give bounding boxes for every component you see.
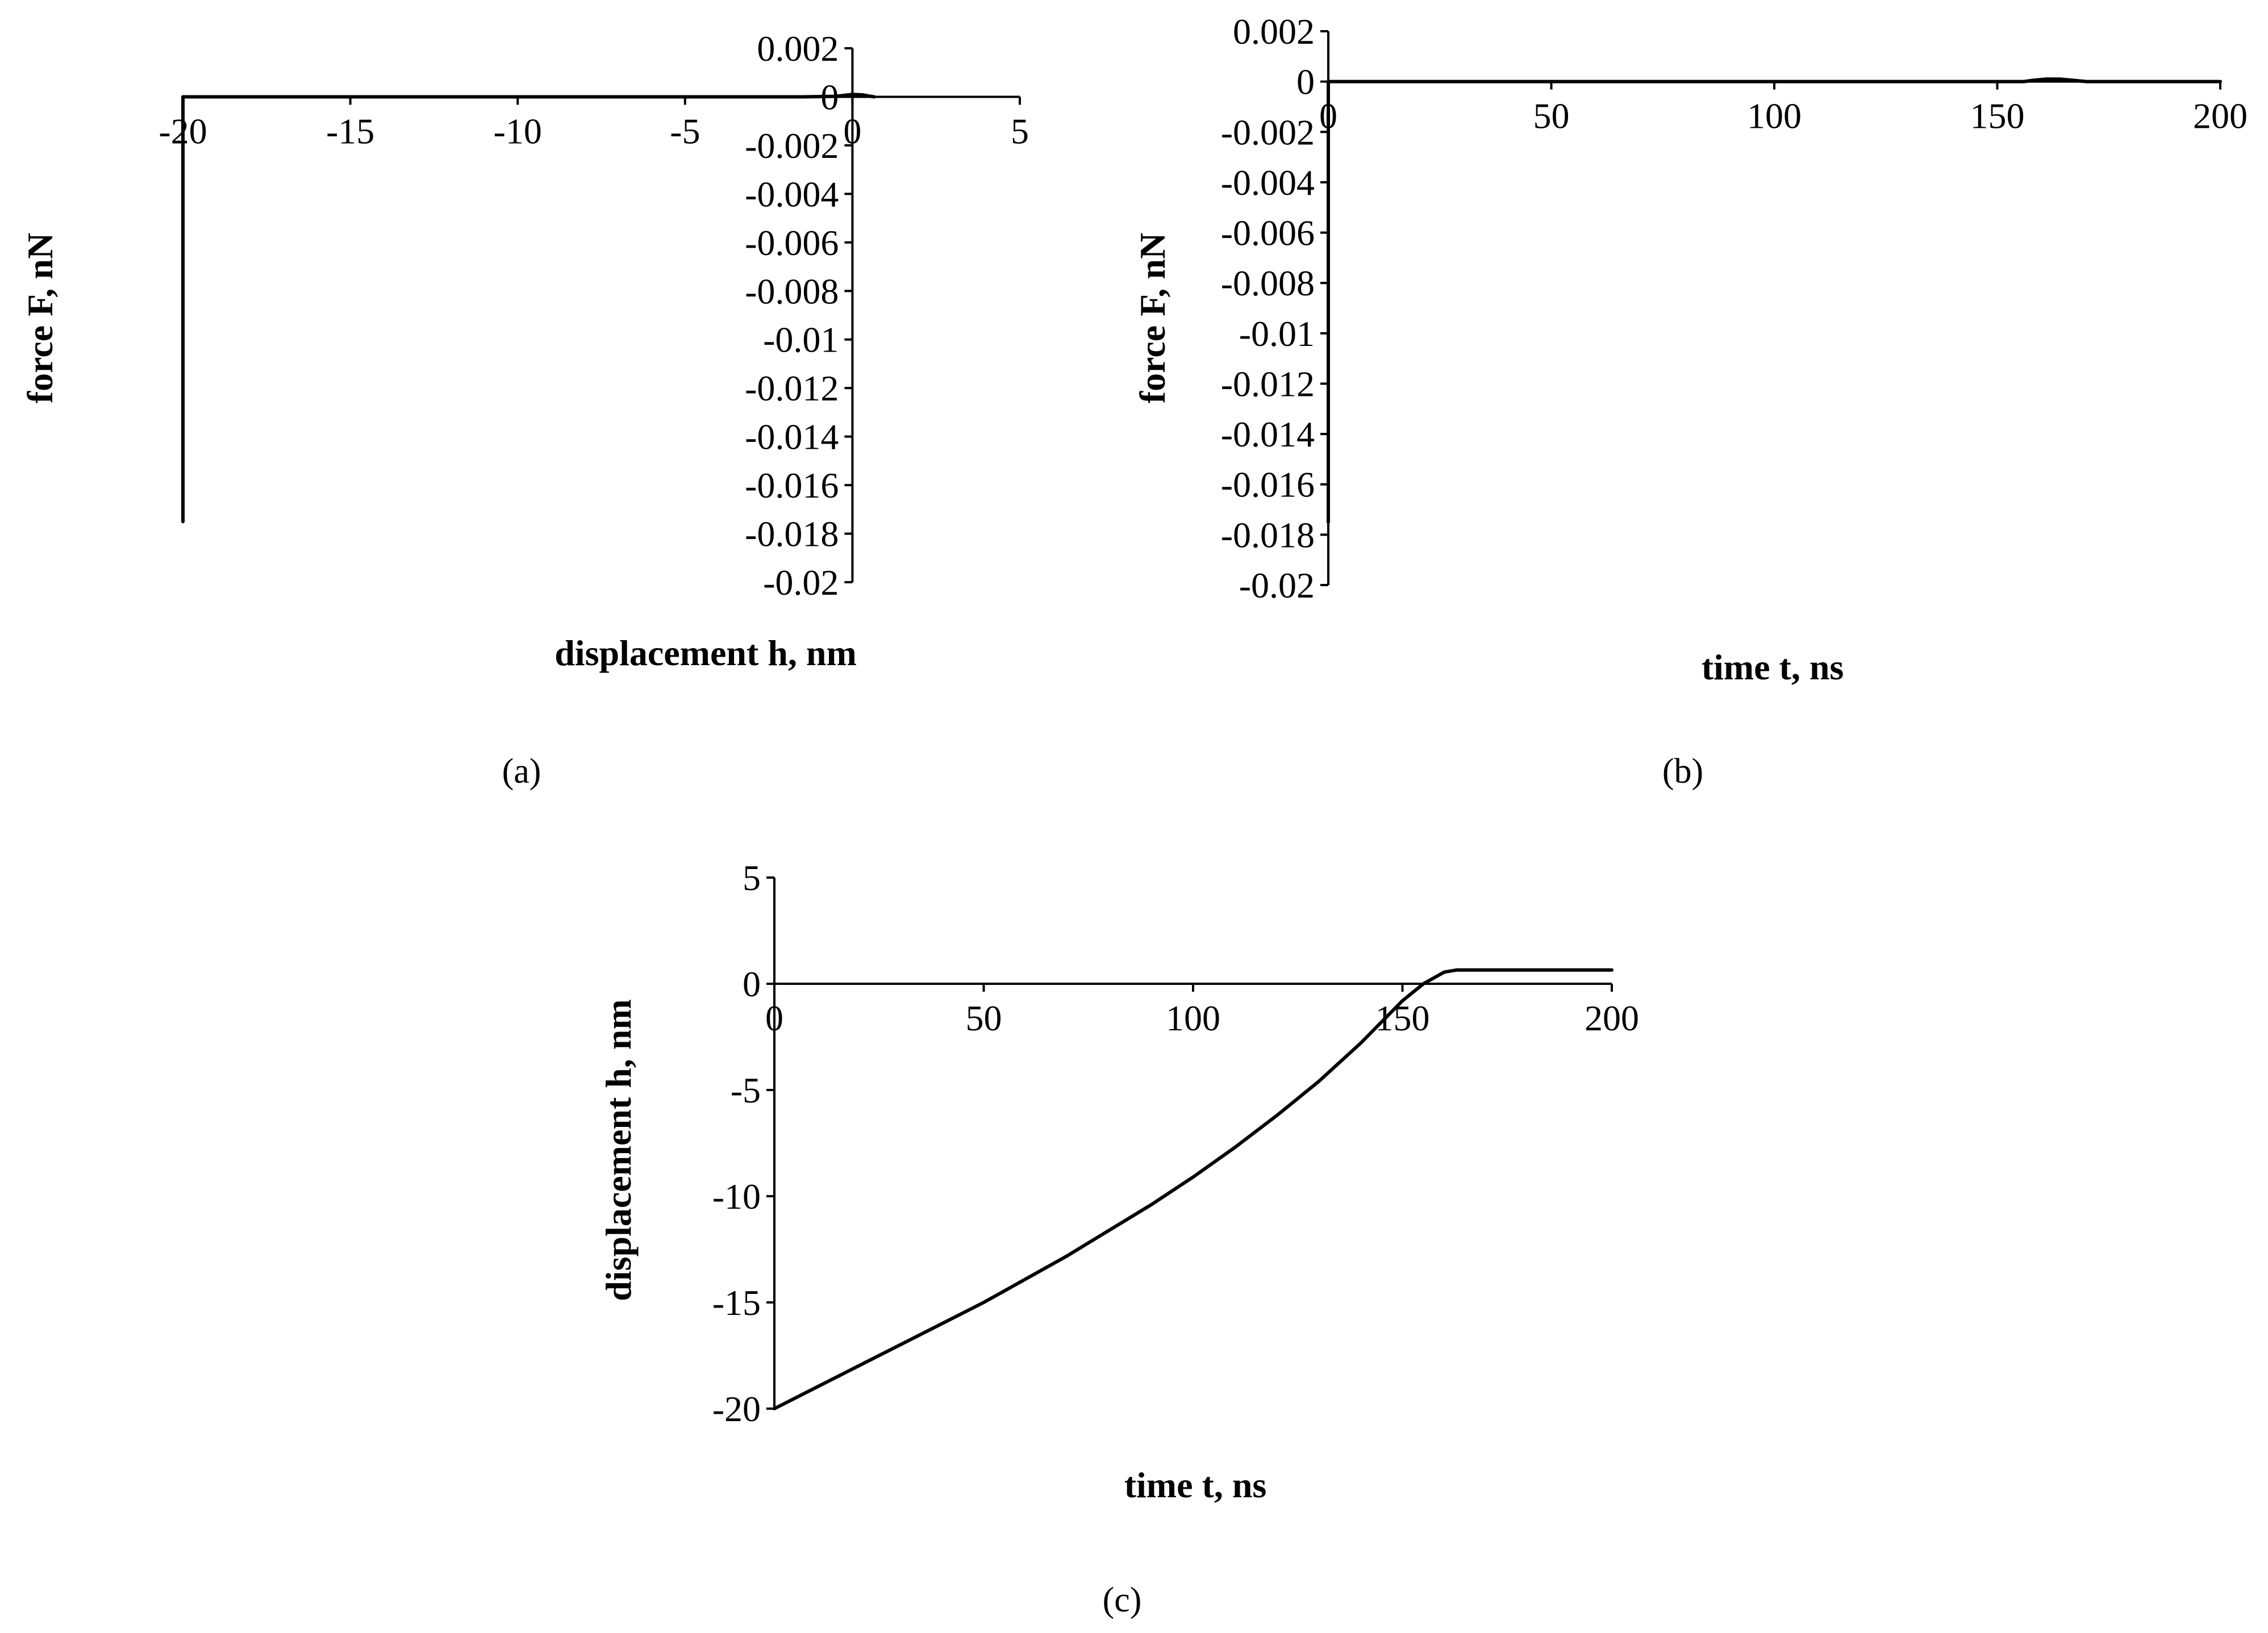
panel-a-x-tick-label: -15	[326, 111, 374, 151]
panel-c-x-tick-label: 100	[1166, 998, 1220, 1038]
panel-a-y-tick-label: -0.002	[745, 126, 839, 166]
panel-c-x-tick-label: 0	[765, 998, 783, 1038]
panel-a-series-line	[181, 93, 876, 524]
panel-a-y-tick-label: -0.008	[745, 271, 839, 311]
panel-b-y-tick-label: -0.004	[1221, 162, 1315, 203]
panel-c-y-axis-title: displacement h, nm	[598, 999, 639, 1301]
panel-a-y-axis-title: force F, nN	[20, 233, 60, 403]
panel-a-chart: -20 -15 -10 -5 0 50.0020-0.002-0.004-0.006-0.…	[20, 28, 1029, 791]
panel-a-x-axis-title: displacement h, nm	[555, 633, 857, 673]
panel-c-y-tick-label: 0	[743, 964, 761, 1004]
panel-b-x-axis-title: time t, ns	[1702, 647, 1844, 687]
panel-a-y-tick-label: -0.014	[745, 417, 839, 457]
panel-b-y-tick-label: -0.002	[1221, 112, 1315, 152]
panel-a-y-tick-label: -0.01	[763, 320, 839, 360]
panel-a-y-tick-label: 0.002	[757, 28, 839, 69]
panel-b-x-tick-label: 150	[1970, 96, 2025, 136]
panel-c-x-axis-title: time t, ns	[1124, 1465, 1267, 1505]
panel-b-y-tick-label: -0.006	[1221, 213, 1315, 253]
panel-c-series-line	[773, 968, 1614, 1410]
panel-a-x-tick-label: -10	[494, 111, 542, 151]
panel-a-label: (a)	[502, 752, 541, 791]
panel-c-y-tick-label: -20	[712, 1389, 761, 1429]
panel-c-y-tick-label: 5	[743, 858, 761, 898]
panel-c-x-tick-label: 50	[966, 998, 1002, 1038]
panel-c-y-tick-label: -5	[731, 1070, 761, 1110]
panel-b-x-tick-label: 200	[2193, 96, 2248, 136]
panel-a-y-tick-label: -0.018	[745, 514, 839, 554]
panel-b-axes: 0 50 100 150 2000.0020-0.002-0.004-0.006-0.0…	[1221, 11, 2248, 605]
panel-b-series-layer	[1327, 77, 2222, 524]
panel-c-label: (c)	[1103, 1581, 1142, 1619]
panel-b-label: (b)	[1662, 752, 1703, 791]
panel-b-chart: 0 50 100 150 2000.0020-0.002-0.004-0.006-0.0…	[1132, 11, 2248, 791]
panel-b-y-tick-label: -0.02	[1239, 565, 1315, 605]
panel-b-y-tick-label: -0.008	[1221, 263, 1315, 303]
panel-b-series-line	[1327, 77, 2222, 524]
panel-b-x-tick-label: 100	[1747, 96, 1802, 136]
panel-b-y-tick-label: -0.012	[1221, 364, 1315, 404]
panel-c-y-tick-label: -15	[712, 1283, 761, 1323]
panel-b-y-tick-label: -0.016	[1221, 465, 1315, 505]
panel-b-y-tick-label: -0.014	[1221, 414, 1315, 454]
panel-a-y-tick-label: -0.012	[745, 368, 839, 408]
panel-b-y-tick-label: -0.018	[1221, 515, 1315, 555]
panel-a-y-tick-label: -0.016	[745, 465, 839, 506]
panel-b-y-tick-label: 0.002	[1233, 11, 1315, 52]
panel-b-y-tick-label: 0	[1296, 62, 1315, 102]
panel-a-y-tick-label: -0.004	[745, 174, 839, 214]
panel-c-x-tick-label: 200	[1585, 998, 1639, 1038]
panel-a-x-tick-label: 5	[1011, 111, 1029, 151]
panel-a-axes: -20 -15 -10 -5 0 50.0020-0.002-0.004-0.006-0.…	[159, 28, 1029, 603]
panel-b-x-tick-label: 50	[1533, 96, 1570, 136]
panel-a-y-tick-label: -0.02	[763, 562, 839, 603]
panel-b-y-axis-title: force F, nN	[1132, 233, 1173, 403]
panel-a-y-tick-label: -0.006	[745, 223, 839, 263]
panel-c-series-layer	[773, 968, 1614, 1410]
panel-a-x-tick-label: -5	[670, 111, 700, 151]
panel-c-y-tick-label: -10	[712, 1176, 761, 1217]
panel-a-series-layer	[181, 93, 876, 524]
panel-b-y-tick-label: -0.01	[1239, 314, 1315, 354]
